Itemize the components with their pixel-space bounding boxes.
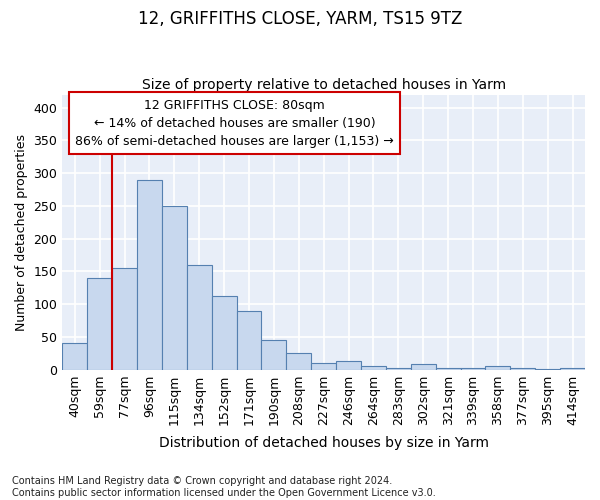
Bar	[137, 180, 162, 370]
X-axis label: Distribution of detached houses by size in Yarm: Distribution of detached houses by size …	[158, 436, 488, 450]
Bar	[286, 353, 311, 370]
Bar	[87, 278, 112, 370]
Bar	[236, 310, 262, 370]
Bar	[535, 369, 560, 370]
Bar	[336, 361, 361, 370]
Text: Contains HM Land Registry data © Crown copyright and database right 2024.
Contai: Contains HM Land Registry data © Crown c…	[12, 476, 436, 498]
Bar	[511, 368, 535, 370]
Bar	[361, 366, 386, 370]
Bar	[62, 344, 87, 369]
Bar	[485, 366, 511, 370]
Bar	[262, 340, 286, 370]
Bar	[436, 368, 461, 370]
Bar	[461, 368, 485, 370]
Text: 12, GRIFFITHS CLOSE, YARM, TS15 9TZ: 12, GRIFFITHS CLOSE, YARM, TS15 9TZ	[138, 10, 462, 28]
Bar	[112, 268, 137, 370]
Bar	[386, 368, 411, 370]
Title: Size of property relative to detached houses in Yarm: Size of property relative to detached ho…	[142, 78, 506, 92]
Bar	[212, 296, 236, 370]
Bar	[162, 206, 187, 370]
Bar	[560, 368, 585, 370]
Bar	[187, 265, 212, 370]
Y-axis label: Number of detached properties: Number of detached properties	[15, 134, 28, 330]
Bar	[411, 364, 436, 370]
Bar	[311, 363, 336, 370]
Text: 12 GRIFFITHS CLOSE: 80sqm
← 14% of detached houses are smaller (190)
86% of semi: 12 GRIFFITHS CLOSE: 80sqm ← 14% of detac…	[75, 98, 394, 148]
